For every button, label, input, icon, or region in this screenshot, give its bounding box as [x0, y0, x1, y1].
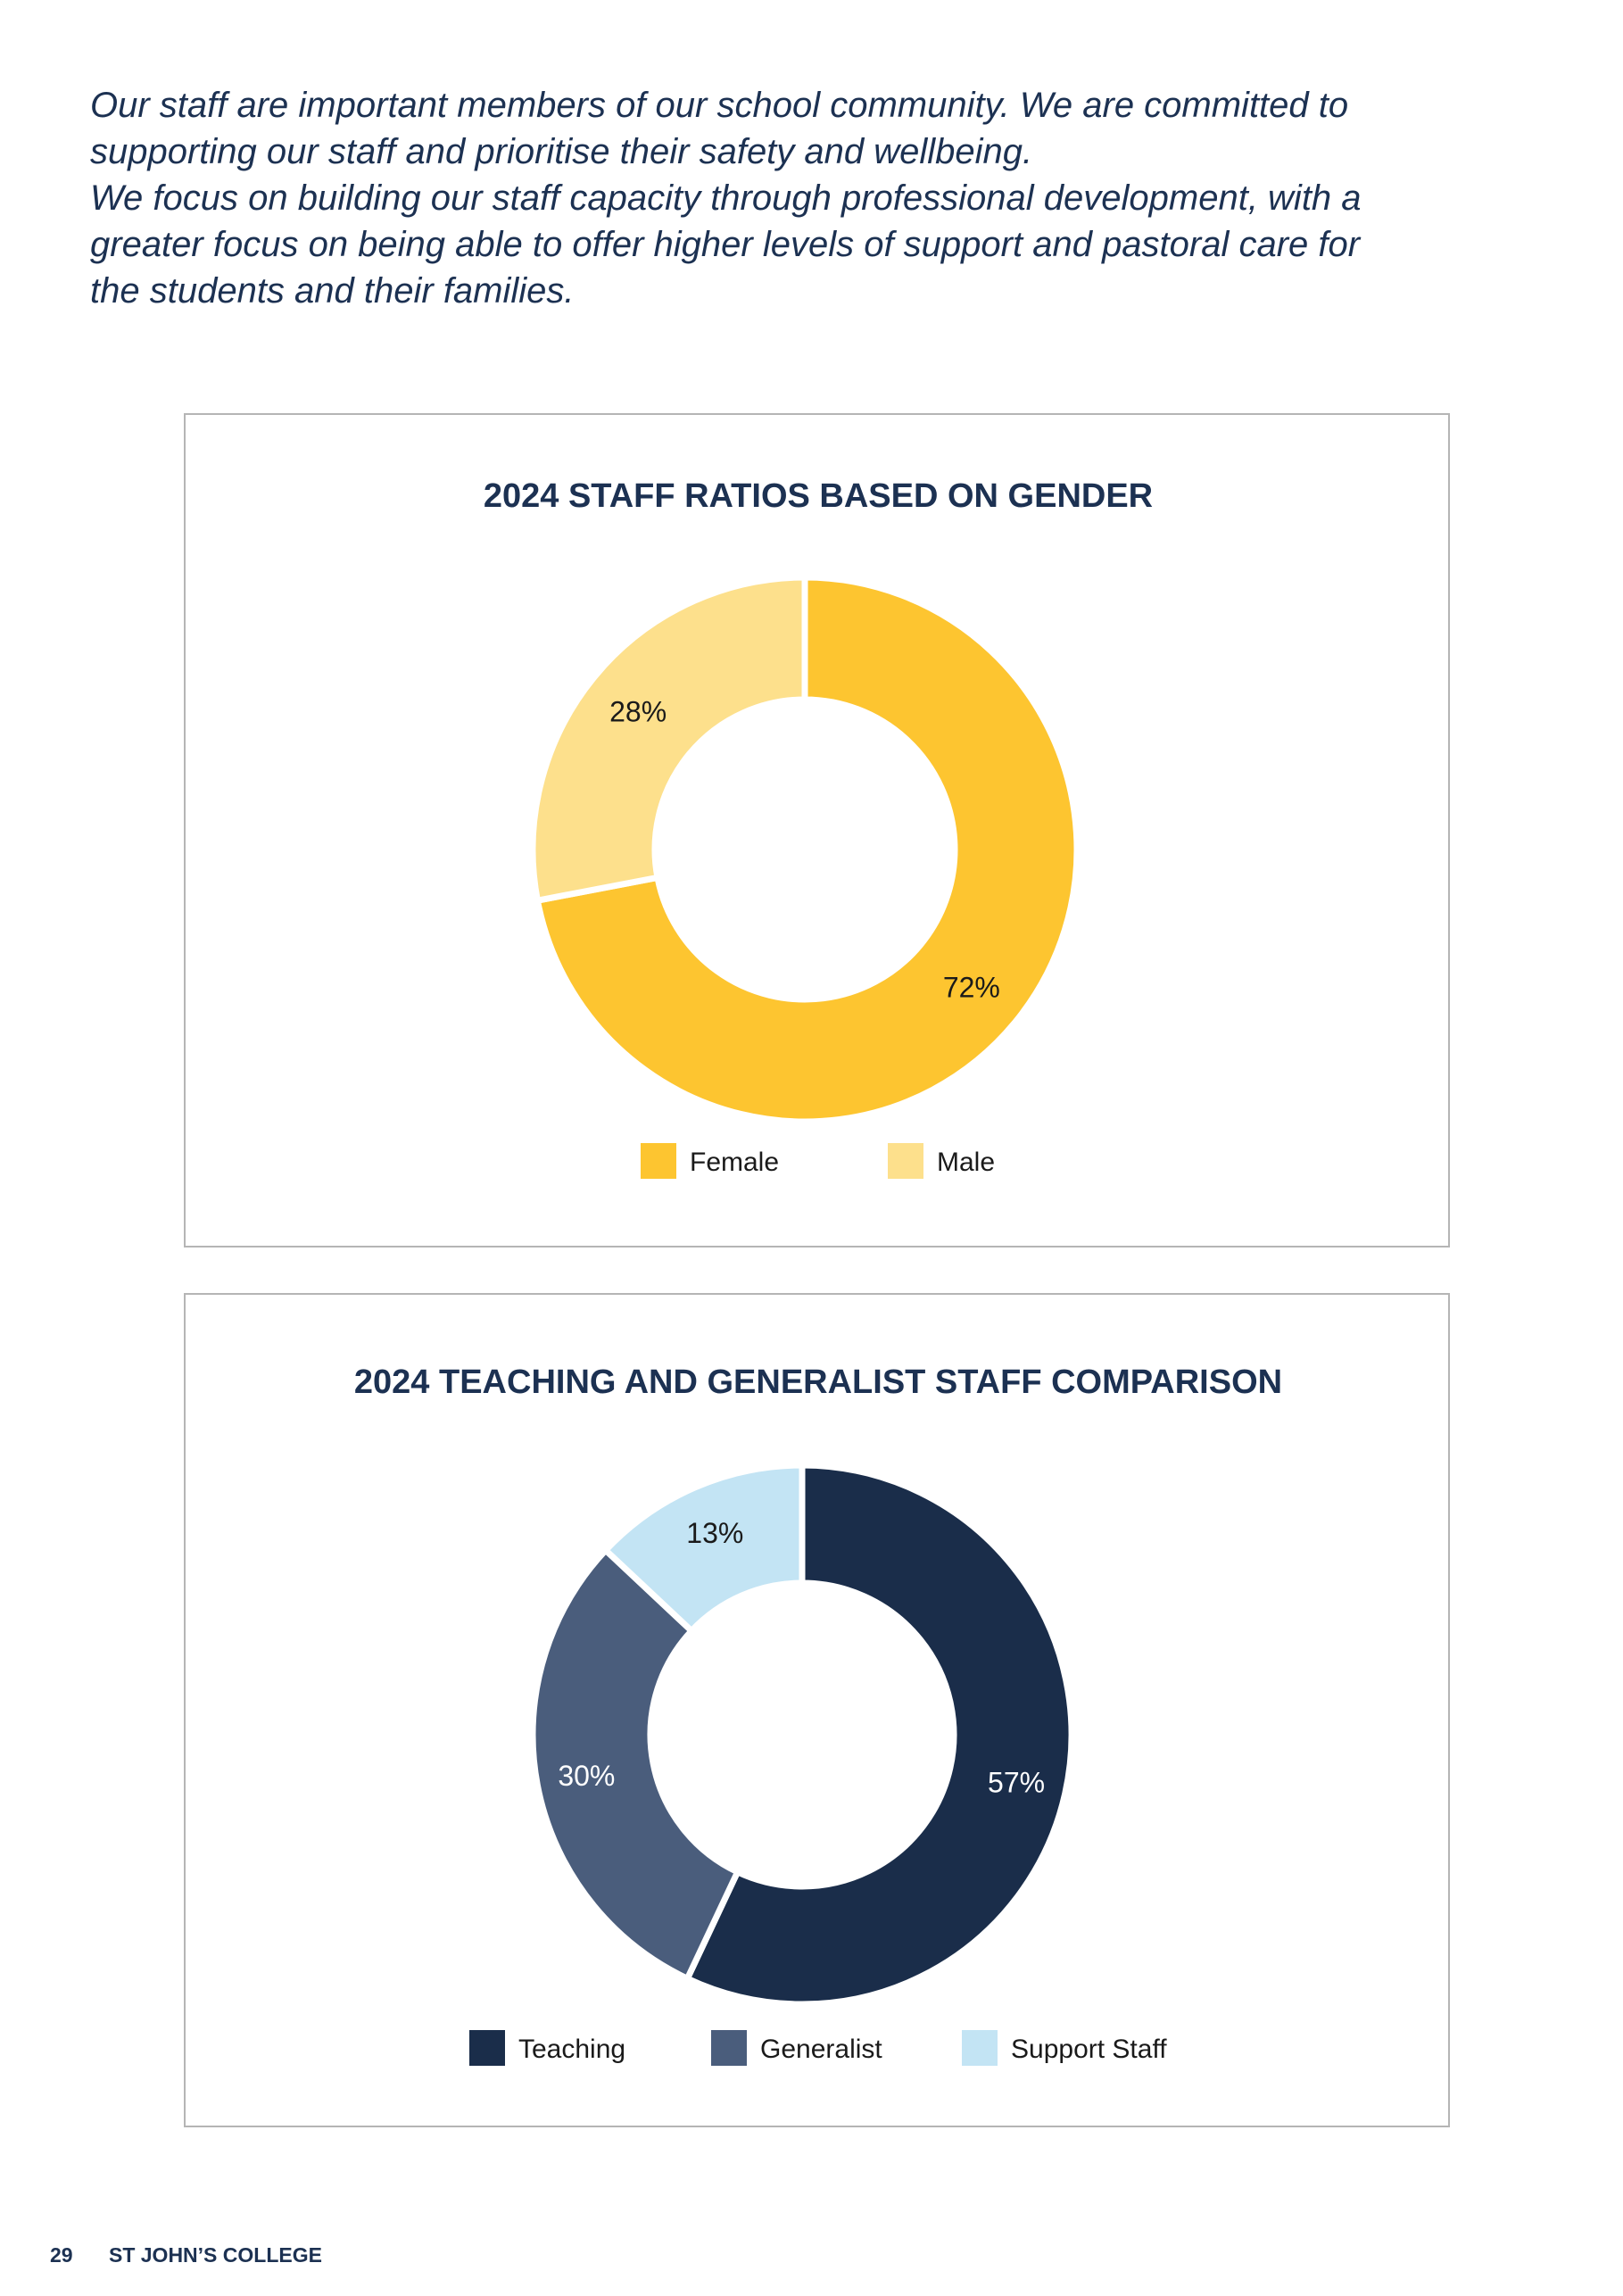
- intro-line: We focus on building our staff capacity …: [90, 178, 1362, 218]
- intro-paragraph: Our staff are important members of our s…: [90, 82, 1518, 314]
- legend-label-male: Male: [937, 1148, 995, 1177]
- legend-swatch-support-staff: [962, 2030, 998, 2066]
- intro-line: supporting our staff and prioritise thei…: [90, 132, 1033, 171]
- slice-label-male: 28%: [609, 695, 667, 727]
- legend-swatch-female: [641, 1143, 676, 1179]
- intro-line: the students and their families.: [90, 271, 575, 311]
- slice-label-teaching: 57%: [988, 1767, 1045, 1799]
- donut-slice-support-staff: [600, 1462, 806, 1636]
- donut-slice-female: [534, 574, 1081, 1125]
- slice-label-support-staff: 13%: [686, 1517, 743, 1549]
- staff-donut-chart: 2024 TEACHING AND GENERALIST STAFF COMPA…: [354, 1364, 1282, 2066]
- donut-slice-teaching: [683, 1462, 1075, 2008]
- legend-label-female: Female: [690, 1148, 779, 1177]
- college-name: ST JOHN’S COLLEGE: [108, 2243, 322, 2267]
- slice-label-generalist: 30%: [558, 1760, 615, 1792]
- legend-label-teaching: Teaching: [518, 2035, 625, 2064]
- donut-slice-generalist: [529, 1546, 742, 1983]
- chart-title: 2024 TEACHING AND GENERALIST STAFF COMPA…: [354, 1364, 1282, 1401]
- chart-title: 2024 STAFF RATIOS BASED ON GENDER: [484, 477, 1153, 515]
- slice-label-female: 72%: [943, 972, 1000, 1004]
- intro-line: Our staff are important members of our s…: [90, 86, 1349, 125]
- gender-ratio-chart-card: 2024 STAFF RATIOS BASED ON GENDER 72% 28% F…: [184, 413, 1450, 1247]
- legend-label-support-staff: Support Staff: [1011, 2035, 1167, 2064]
- gender-donut-chart: 2024 STAFF RATIOS BASED ON GENDER 72% 28% F…: [484, 477, 1153, 1179]
- staff-comparison-chart-card: 2024 TEACHING AND GENERALIST STAFF COMPA…: [184, 1293, 1450, 2127]
- page-footer: 29 ST JOHN’S COLLEGE: [50, 2243, 352, 2267]
- page-number: 29: [50, 2243, 73, 2267]
- legend-label-generalist: Generalist: [760, 2035, 882, 2064]
- legend-swatch-teaching: [469, 2030, 505, 2066]
- donut-slice-male: [529, 574, 808, 905]
- intro-line: greater focus on being able to offer hig…: [90, 225, 1361, 264]
- legend-swatch-generalist: [711, 2030, 747, 2066]
- legend-swatch-male: [888, 1143, 923, 1179]
